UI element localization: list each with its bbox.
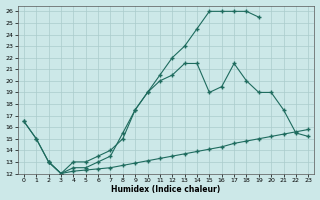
X-axis label: Humidex (Indice chaleur): Humidex (Indice chaleur) <box>111 185 221 194</box>
